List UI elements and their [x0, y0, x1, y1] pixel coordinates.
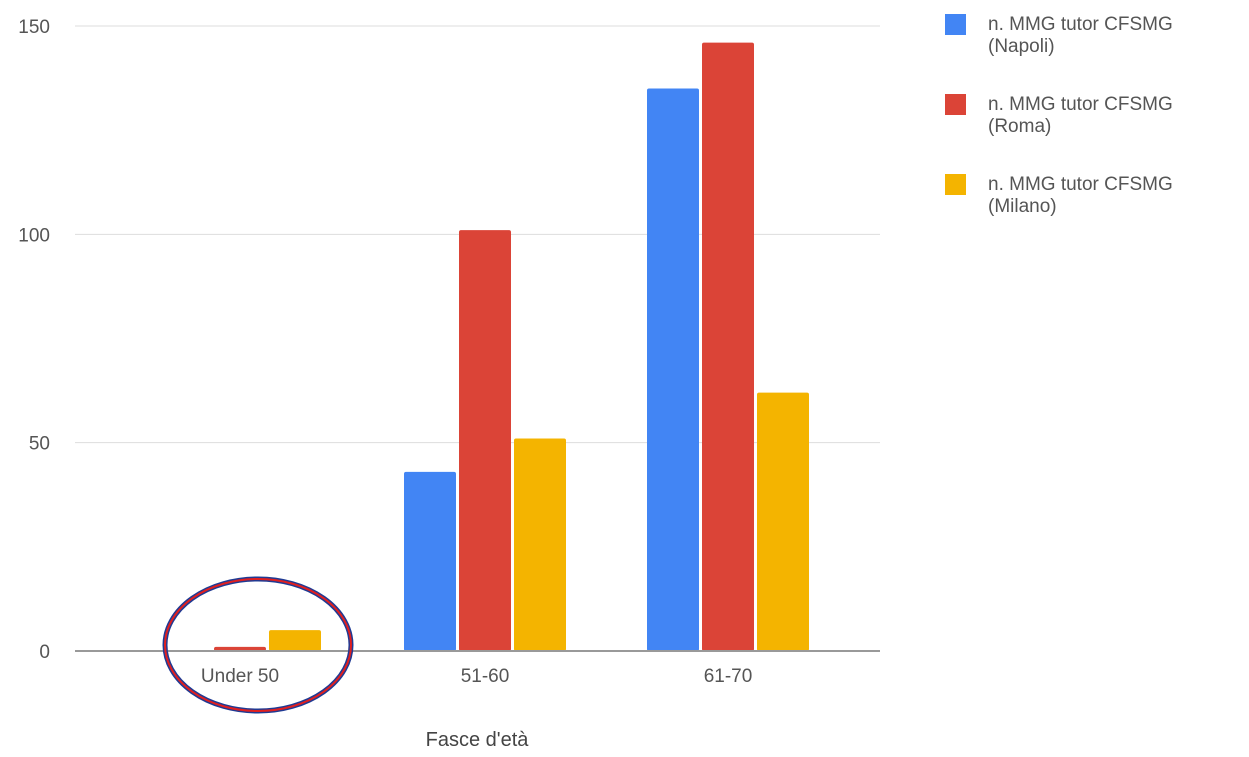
y-tick-label: 0 [39, 642, 50, 663]
bar [702, 42, 754, 651]
y-axis-ticks: 0 50 100 150 [18, 17, 50, 663]
legend-label-city: (Milano) [988, 196, 1057, 217]
legend-swatch [945, 174, 966, 195]
x-tick-label: 61-70 [704, 666, 753, 687]
y-tick-label: 50 [29, 434, 50, 455]
bar [404, 471, 456, 651]
legend-label: n. MMG tutor CFSMG [988, 94, 1173, 115]
y-tick-label: 100 [18, 225, 50, 246]
bar [514, 438, 566, 651]
legend-swatch [945, 14, 966, 35]
y-tick-label: 150 [18, 17, 50, 38]
bars [214, 42, 809, 651]
bar [459, 230, 511, 651]
legend-label-city: (Napoli) [988, 36, 1055, 57]
legend: n. MMG tutor CFSMG(Napoli)n. MMG tutor C… [945, 14, 1173, 217]
bar [214, 646, 266, 651]
x-tick-label: Under 50 [201, 666, 279, 687]
legend-label: n. MMG tutor CFSMG [988, 14, 1173, 35]
x-axis-ticks: Under 50 51-60 61-70 [201, 666, 752, 687]
bar [647, 88, 699, 651]
x-axis-title: Fasce d'età [426, 729, 530, 751]
bar [269, 630, 321, 651]
legend-swatch [945, 94, 966, 115]
x-tick-label: 51-60 [461, 666, 510, 687]
highlight-ellipse-inner [164, 578, 352, 712]
legend-label: n. MMG tutor CFSMG [988, 174, 1173, 195]
legend-label-city: (Roma) [988, 116, 1051, 137]
bar [757, 392, 809, 651]
highlight-ellipse [162, 576, 354, 714]
